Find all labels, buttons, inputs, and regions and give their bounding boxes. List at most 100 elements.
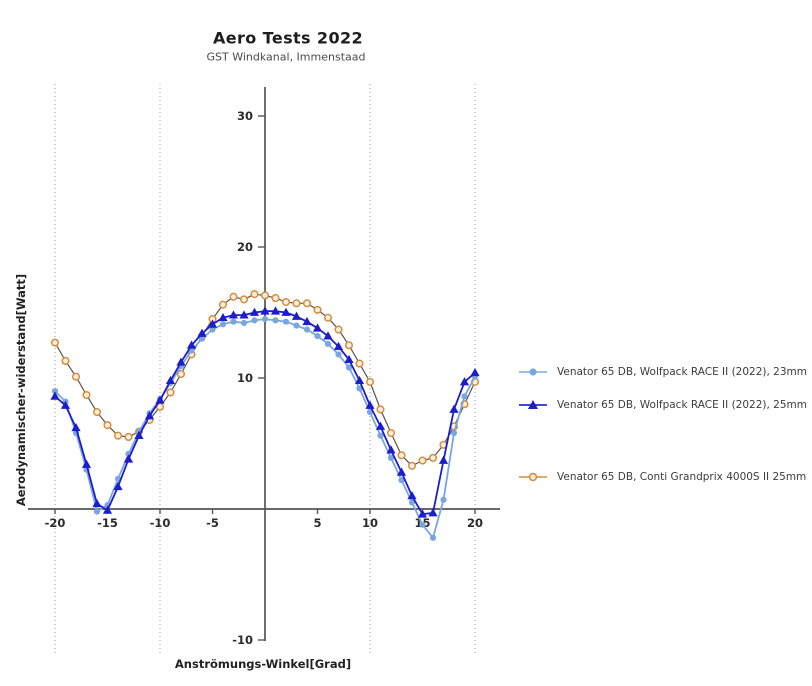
- legend-marker-open-circle-icon: [518, 470, 548, 484]
- data-point: [51, 388, 59, 395]
- data-point: [282, 318, 290, 325]
- data-point: [428, 453, 438, 462]
- y-tick-label: -10: [232, 633, 253, 647]
- data-point: [239, 295, 249, 304]
- data-point: [438, 455, 449, 464]
- data-point: [228, 310, 239, 319]
- legend-item-conti[interactable]: Venator 65 DB, Conti Grandprix 4000S II …: [518, 470, 806, 484]
- x-tick-label: -10: [150, 516, 171, 530]
- data-point: [449, 404, 459, 413]
- data-point: [418, 456, 427, 465]
- data-point: [281, 297, 291, 307]
- data-point: [292, 299, 301, 308]
- data-point: [219, 321, 227, 328]
- legend-marker-triangle-icon: [518, 398, 548, 412]
- data-point: [459, 377, 470, 386]
- data-point: [113, 431, 123, 440]
- legend-label: Venator 65 DB, Wolfpack RACE II (2022), …: [557, 366, 807, 378]
- data-point: [93, 508, 101, 515]
- data-point: [398, 477, 405, 484]
- data-point: [50, 391, 60, 400]
- data-point: [260, 291, 270, 300]
- data-point: [230, 318, 237, 325]
- data-point: [123, 454, 134, 463]
- x-tick-label: -15: [97, 516, 118, 530]
- data-point: [386, 428, 396, 438]
- data-point: [270, 306, 281, 315]
- data-point: [251, 317, 258, 324]
- data-point: [207, 319, 218, 328]
- data-point: [281, 307, 291, 316]
- data-point: [365, 377, 375, 386]
- data-point: [218, 300, 228, 309]
- data-point: [261, 315, 269, 323]
- data-point: [303, 326, 311, 333]
- data-point: [186, 340, 197, 349]
- data-point: [92, 408, 102, 417]
- data-point: [198, 335, 206, 342]
- data-point: [239, 310, 249, 319]
- legend-item-25mm[interactable]: Venator 65 DB, Wolfpack RACE II (2022), …: [518, 398, 807, 412]
- data-point: [197, 328, 207, 337]
- x-tick-label: 5: [313, 516, 321, 530]
- data-point: [102, 505, 113, 514]
- data-point: [344, 341, 354, 350]
- data-point: [249, 307, 260, 316]
- data-point: [61, 356, 70, 366]
- data-point: [450, 429, 458, 437]
- data-point: [113, 481, 123, 491]
- data-point: [356, 385, 363, 392]
- data-point: [440, 496, 447, 503]
- y-tick-label: 30: [237, 109, 253, 123]
- y-tick-label: 10: [237, 371, 253, 385]
- data-point: [165, 375, 176, 385]
- data-point: [218, 312, 228, 322]
- series-1: [50, 306, 480, 518]
- legend-marker-circle-icon: [518, 365, 548, 379]
- data-point: [335, 351, 342, 358]
- data-point: [419, 521, 426, 528]
- data-point: [240, 319, 248, 327]
- data-point: [291, 311, 302, 320]
- data-point: [461, 393, 468, 400]
- data-point: [271, 294, 280, 303]
- data-point: [387, 454, 395, 462]
- data-point: [417, 509, 428, 518]
- data-point: [428, 508, 438, 517]
- data-point: [81, 459, 92, 468]
- data-point: [209, 326, 216, 333]
- legend-label: Venator 65 DB, Conti Grandprix 4000S II …: [557, 471, 807, 483]
- data-point: [176, 370, 186, 379]
- data-point: [302, 316, 312, 326]
- data-point: [302, 299, 312, 308]
- data-point: [82, 390, 91, 400]
- chart-subtitle: GST Windkanal, Immenstaad: [206, 50, 366, 64]
- data-point: [60, 400, 71, 409]
- data-point: [365, 400, 375, 409]
- x-tick-label: -5: [206, 516, 219, 530]
- data-point: [71, 372, 81, 381]
- data-point: [134, 430, 144, 440]
- data-point: [344, 354, 354, 364]
- data-point: [312, 323, 323, 332]
- x-tick-label: 20: [467, 516, 483, 530]
- legend-item-23mm[interactable]: Venator 65 DB, Wolfpack RACE II (2022), …: [518, 365, 807, 379]
- data-point: [50, 338, 60, 347]
- legend-label: Venator 65 DB, Wolfpack RACE II (2022), …: [557, 399, 807, 411]
- data-point: [377, 432, 384, 439]
- data-point: [323, 331, 333, 340]
- data-point: [272, 317, 279, 324]
- data-point: [355, 359, 364, 368]
- data-point: [324, 340, 332, 348]
- data-point: [260, 306, 270, 315]
- data-point: [345, 364, 353, 371]
- data-point: [176, 357, 186, 366]
- data-point: [71, 422, 81, 432]
- data-point: [144, 411, 155, 420]
- data-point: [397, 451, 406, 460]
- data-point: [333, 341, 344, 350]
- data-point: [155, 395, 165, 404]
- data-point: [354, 375, 365, 385]
